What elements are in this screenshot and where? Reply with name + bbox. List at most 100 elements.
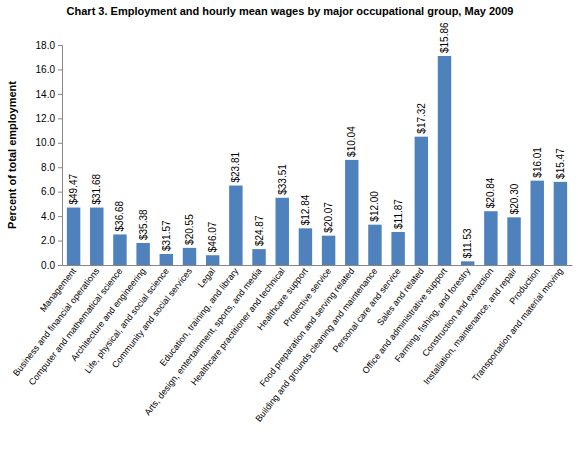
annotation: $20.30 xyxy=(509,183,520,214)
x-tick-label: Transportation and material moving xyxy=(470,266,565,383)
annotation: $20.84 xyxy=(485,177,496,208)
y-tick: 16.0 xyxy=(36,64,62,75)
x-tick-label: Office and administrative support xyxy=(360,266,449,376)
y-axis: 0.0 2.0 4.0 6.0 8.0 10.0 12.0 14.0 16.0 18.0 xyxy=(36,40,63,271)
x-tick: Arts, design, entertainment, sports, and… xyxy=(142,265,263,417)
y-tick: 2.0 xyxy=(41,235,62,246)
x-tick: Life, physical, and social science xyxy=(83,265,171,375)
y-tick-mark xyxy=(58,94,62,95)
bar xyxy=(299,228,312,265)
x-tick: Community and social services xyxy=(110,265,195,370)
y-tick: 18.0 xyxy=(36,40,62,51)
y-tick-mark xyxy=(58,216,62,217)
y-tick: 4.0 xyxy=(41,211,62,222)
bar xyxy=(229,186,242,265)
y-tick-mark xyxy=(58,265,62,266)
annotation: $11.53 xyxy=(462,228,473,258)
x-tick: Transportation and material moving xyxy=(470,265,565,384)
x-tick: Legal xyxy=(196,265,217,290)
y-tick-mark xyxy=(58,167,62,168)
y-tick-mark xyxy=(58,118,62,119)
y-tick-label: 16.0 xyxy=(36,64,56,75)
y-tick-label: 4.0 xyxy=(41,211,55,222)
annotation: $23.81 xyxy=(230,152,241,183)
y-tick-label: 6.0 xyxy=(41,186,55,197)
bar xyxy=(252,249,265,265)
x-tick-label: Building and grounds cleaning and mainte… xyxy=(253,266,379,424)
annotation: $17.32 xyxy=(416,103,427,134)
y-tick-mark xyxy=(58,143,62,144)
x-tick: Computer and mathematical science xyxy=(27,265,125,387)
chart: Chart 3. Employment and hourly mean wage… xyxy=(0,0,580,467)
annotation: $31.68 xyxy=(91,174,102,205)
y-tick-mark xyxy=(58,69,62,70)
x-tick-label: Legal xyxy=(196,266,217,290)
y-tick-label: 0.0 xyxy=(41,260,55,271)
annotations: $49.47 $31.68 $36.68 $35.38 $31.57 $20.55 $46.… xyxy=(68,22,566,258)
title: Chart 3. Employment and hourly mean wage… xyxy=(67,5,514,17)
x-tick-label: Life, physical, and social science xyxy=(83,266,171,375)
bar xyxy=(160,254,173,265)
x-tick: Office and administrative support xyxy=(360,265,449,376)
annotation: $35.38 xyxy=(138,209,149,240)
y-tick-mark xyxy=(58,45,62,46)
x-tick: Installation, maintenance, and repair xyxy=(421,265,518,387)
x-tick: Food preparation and serving related xyxy=(258,265,357,389)
bar xyxy=(531,181,544,265)
bar xyxy=(368,225,381,265)
bar xyxy=(484,211,497,265)
bar xyxy=(206,255,219,265)
x-tick-label: Installation, maintenance, and repair xyxy=(421,266,518,386)
annotation: $31.57 xyxy=(161,220,172,251)
y-tick: 6.0 xyxy=(41,186,62,197)
bar xyxy=(345,160,358,265)
bar xyxy=(90,208,103,265)
y-tick: 14.0 xyxy=(36,89,62,100)
bar xyxy=(461,261,474,265)
y-tick: 8.0 xyxy=(41,162,62,173)
bar xyxy=(415,137,428,265)
annotation: $11.87 xyxy=(393,199,404,229)
y-tick-label: 18.0 xyxy=(36,40,56,51)
annotation: $49.47 xyxy=(68,174,79,205)
bar xyxy=(136,243,149,265)
y-tick-label: 10.0 xyxy=(36,137,56,148)
annotation: $20.07 xyxy=(323,202,334,233)
bar xyxy=(67,208,80,265)
bars xyxy=(67,56,567,265)
annotation: $46.07 xyxy=(207,221,218,252)
annotation: $15.47 xyxy=(555,148,566,179)
annotation: $33.51 xyxy=(277,164,288,195)
annotation: $24.87 xyxy=(254,215,265,246)
x-axis: ManagementBusiness and financial operati… xyxy=(11,265,573,424)
x-tick-label: Arts, design, entertainment, sports, and… xyxy=(142,266,263,417)
x-tick-label: Food preparation and serving related xyxy=(258,266,357,388)
bar xyxy=(276,198,289,265)
y-tick: 12.0 xyxy=(36,113,62,124)
bar xyxy=(507,217,520,265)
y-tick-label: 8.0 xyxy=(41,162,55,173)
y-tick-mark xyxy=(58,241,62,242)
y-tick-mark xyxy=(58,192,62,193)
annotation: $16.01 xyxy=(532,147,543,178)
annotation: $10.04 xyxy=(346,126,357,157)
plot: $49.47 $31.68 $36.68 $35.38 $31.57 $20.55 $46.… xyxy=(11,22,573,424)
bar xyxy=(554,182,567,265)
x-tick-label: Computer and mathematical science xyxy=(27,266,125,387)
y-tick-label: 12.0 xyxy=(36,113,56,124)
annotation: $12.00 xyxy=(369,191,380,222)
x-tick-label: Community and social services xyxy=(110,266,195,370)
annotation: $36.68 xyxy=(114,200,125,231)
bar xyxy=(113,234,126,265)
y-tick: 10.0 xyxy=(36,137,62,148)
y-tick-label: 2.0 xyxy=(41,235,55,246)
annotation: $15.86 xyxy=(439,22,450,53)
x-tick: Building and grounds cleaning and mainte… xyxy=(253,265,379,424)
y-axis-title: Percent of total employment xyxy=(6,81,18,229)
bar xyxy=(391,232,404,265)
y-axis-line xyxy=(58,46,63,266)
bar xyxy=(183,248,196,265)
bar xyxy=(438,56,451,265)
annotation: $20.55 xyxy=(184,214,195,245)
y-tick-label: 14.0 xyxy=(36,89,56,100)
